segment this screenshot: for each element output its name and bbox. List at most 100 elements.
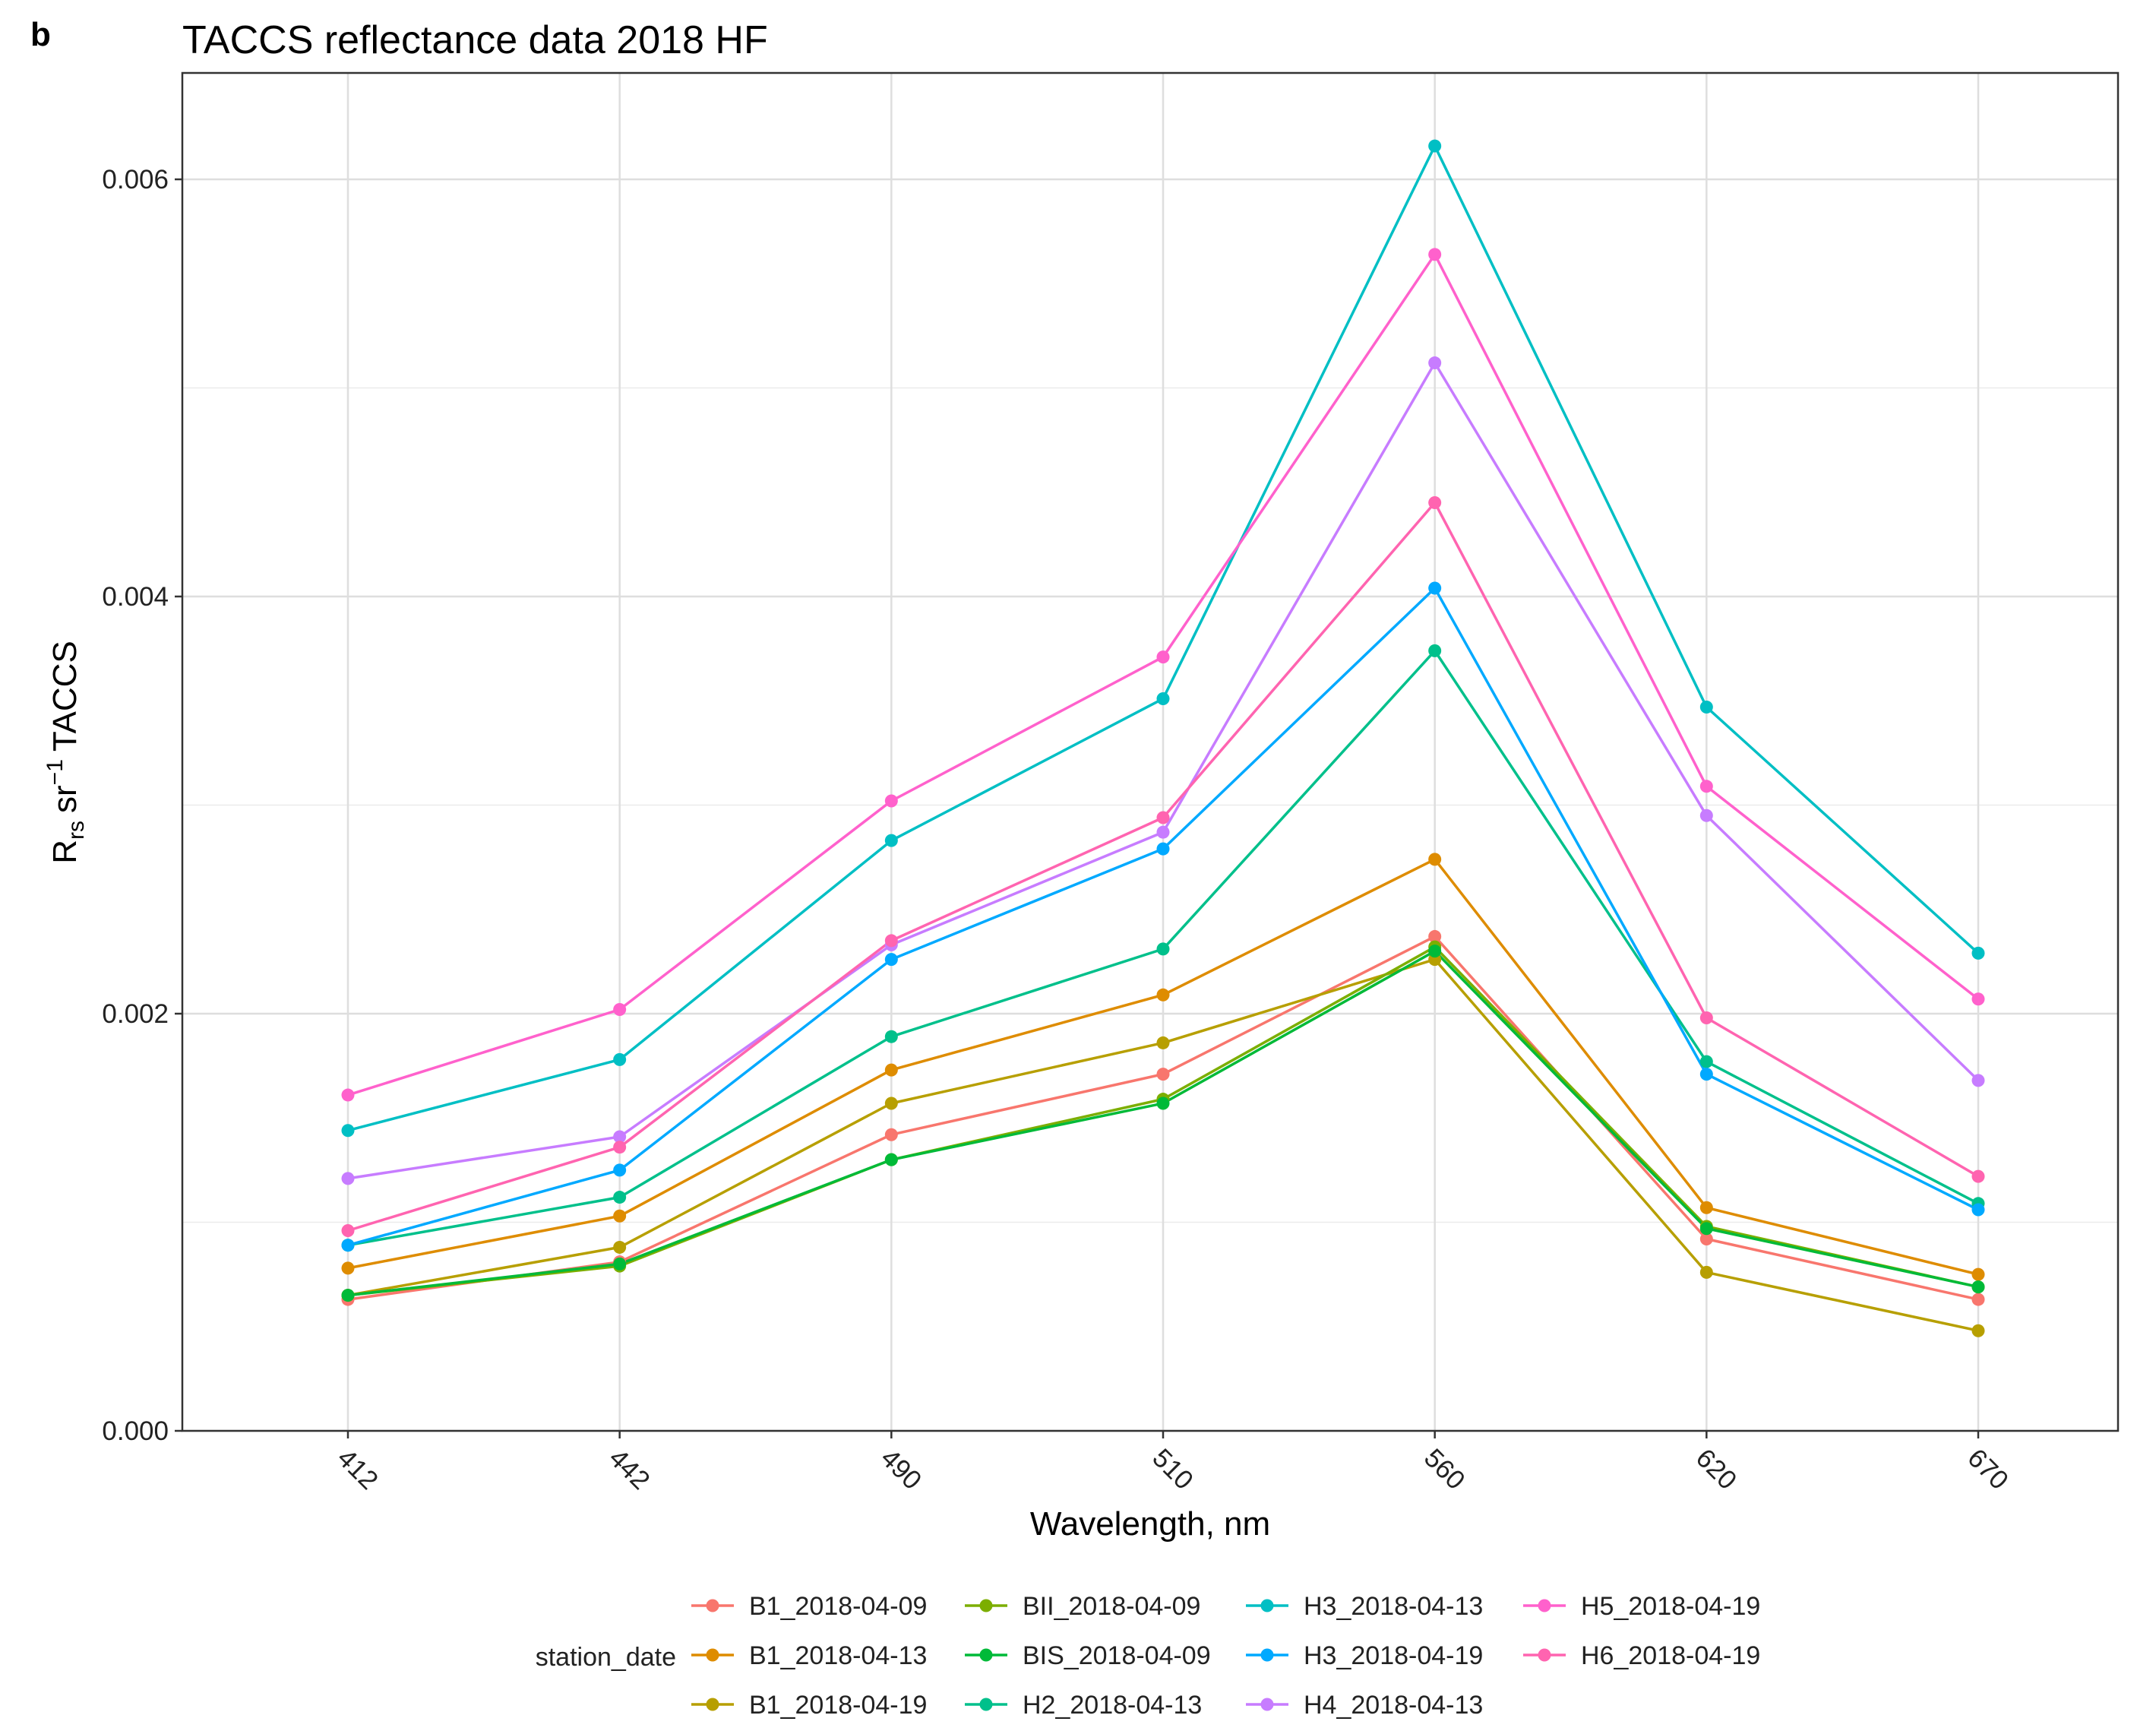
data-point-H5_2018-04-19-442 bbox=[613, 1003, 627, 1017]
data-point-B1_2018-04-09-670 bbox=[1971, 1293, 1985, 1306]
data-point-H3_2018-04-19-442 bbox=[613, 1163, 627, 1177]
data-point-B1_2018-04-13-510 bbox=[1156, 988, 1170, 1002]
legend-key-point bbox=[979, 1599, 993, 1612]
data-point-BIS_2018-04-09-412 bbox=[341, 1289, 355, 1302]
data-point-B1_2018-04-19-510 bbox=[1156, 1036, 1170, 1049]
legend-key-point bbox=[706, 1648, 719, 1662]
y-axis-title-suffix: TACCS bbox=[46, 641, 84, 752]
data-point-H5_2018-04-19-490 bbox=[884, 794, 898, 808]
data-point-B1_2018-04-13-620 bbox=[1699, 1201, 1713, 1214]
legend-label-BIS_2018-04-09: BIS_2018-04-09 bbox=[1023, 1641, 1211, 1670]
data-point-B1_2018-04-13-670 bbox=[1971, 1267, 1985, 1281]
data-point-H3_2018-04-19-560 bbox=[1428, 581, 1442, 595]
data-point-H2_2018-04-13-620 bbox=[1699, 1055, 1713, 1068]
y-axis-title-subscript: rs bbox=[64, 821, 89, 840]
data-point-BIS_2018-04-09-442 bbox=[613, 1257, 627, 1271]
data-point-H6_2018-04-19-620 bbox=[1699, 1011, 1713, 1024]
legend-key-point bbox=[979, 1698, 993, 1711]
legend-key-point bbox=[1260, 1698, 1274, 1711]
x-axis: 412 442 490 510 560 620 670 bbox=[331, 1431, 2014, 1495]
y-axis-title-superscript: −1 bbox=[43, 759, 68, 785]
legend-label-B1_2018-04-09: B1_2018-04-09 bbox=[749, 1592, 927, 1621]
legend-label-H4_2018-04-13: H4_2018-04-13 bbox=[1304, 1691, 1483, 1720]
data-point-B1_2018-04-09-490 bbox=[884, 1128, 898, 1141]
x-tick-label: 620 bbox=[1690, 1443, 1743, 1495]
data-point-B1_2018-04-13-560 bbox=[1428, 853, 1442, 866]
data-point-H4_2018-04-13-670 bbox=[1971, 1074, 1985, 1087]
data-point-H6_2018-04-19-412 bbox=[341, 1223, 355, 1237]
legend-key-point bbox=[1538, 1648, 1551, 1662]
data-point-H3_2018-04-13-670 bbox=[1971, 946, 1985, 960]
x-tick-label: 412 bbox=[331, 1443, 384, 1495]
x-tick-label: 670 bbox=[1962, 1443, 2014, 1495]
data-point-H4_2018-04-13-510 bbox=[1156, 825, 1170, 839]
data-point-BIS_2018-04-09-670 bbox=[1971, 1280, 1985, 1294]
data-point-BIS_2018-04-09-560 bbox=[1428, 945, 1442, 958]
data-point-B1_2018-04-09-560 bbox=[1428, 929, 1442, 943]
data-point-H2_2018-04-13-560 bbox=[1428, 644, 1442, 657]
data-point-H4_2018-04-13-442 bbox=[613, 1130, 627, 1144]
legend: station_date B1_2018-04-09 B1_2018-04-13 B… bbox=[536, 1592, 1761, 1720]
data-point-H3_2018-04-13-560 bbox=[1428, 139, 1442, 153]
data-point-H6_2018-04-19-442 bbox=[613, 1141, 627, 1154]
data-point-B1_2018-04-13-490 bbox=[884, 1063, 898, 1077]
y-axis-title: Rrs sr−1 TACCS bbox=[43, 641, 89, 864]
data-point-H6_2018-04-19-490 bbox=[884, 934, 898, 948]
data-point-B1_2018-04-13-412 bbox=[341, 1261, 355, 1275]
data-point-H3_2018-04-13-412 bbox=[341, 1124, 355, 1138]
legend-key-point bbox=[1260, 1648, 1274, 1662]
data-point-BIS_2018-04-09-490 bbox=[884, 1153, 898, 1166]
y-tick-label: 0.000 bbox=[102, 1416, 169, 1446]
legend-title: station_date bbox=[536, 1643, 676, 1672]
legend-label-BII_2018-04-09: BII_2018-04-09 bbox=[1023, 1592, 1200, 1621]
legend-key-point bbox=[1538, 1599, 1551, 1612]
data-point-BIS_2018-04-09-620 bbox=[1699, 1222, 1713, 1236]
data-point-H3_2018-04-13-620 bbox=[1699, 700, 1713, 714]
chart-title: TACCS reflectance data 2018 HF bbox=[182, 18, 768, 62]
y-axis-title-unit: sr bbox=[46, 785, 84, 813]
data-point-B1_2018-04-13-442 bbox=[613, 1209, 627, 1223]
x-axis-title: Wavelength, nm bbox=[1030, 1505, 1270, 1543]
data-point-H5_2018-04-19-620 bbox=[1699, 780, 1713, 793]
data-point-B1_2018-04-09-620 bbox=[1699, 1232, 1713, 1245]
data-point-B1_2018-04-19-670 bbox=[1971, 1324, 1985, 1337]
data-point-H5_2018-04-19-510 bbox=[1156, 650, 1170, 664]
panel-letter: b bbox=[30, 16, 51, 53]
legend-label-B1_2018-04-13: B1_2018-04-13 bbox=[749, 1641, 927, 1670]
data-point-H5_2018-04-19-670 bbox=[1971, 992, 1985, 1006]
data-point-H3_2018-04-13-510 bbox=[1156, 692, 1170, 706]
legend-key-point bbox=[706, 1698, 719, 1711]
x-tick-label: 510 bbox=[1146, 1443, 1199, 1495]
legend-key-point bbox=[979, 1648, 993, 1662]
legend-label-H5_2018-04-19: H5_2018-04-19 bbox=[1581, 1592, 1760, 1621]
data-point-H3_2018-04-13-442 bbox=[613, 1052, 627, 1066]
data-point-H3_2018-04-19-670 bbox=[1971, 1203, 1985, 1217]
data-point-H2_2018-04-13-442 bbox=[613, 1191, 627, 1204]
data-point-H5_2018-04-19-412 bbox=[341, 1088, 355, 1102]
gridlines bbox=[182, 73, 2118, 1432]
data-point-B1_2018-04-09-510 bbox=[1156, 1068, 1170, 1081]
legend-key-point bbox=[706, 1599, 719, 1612]
data-point-H2_2018-04-13-510 bbox=[1156, 942, 1170, 956]
legend-label-B1_2018-04-19: B1_2018-04-19 bbox=[749, 1691, 927, 1720]
plot-panel-border bbox=[181, 71, 2120, 1432]
y-tick-label: 0.004 bbox=[102, 582, 169, 612]
data-point-H6_2018-04-19-510 bbox=[1156, 811, 1170, 824]
legend-key-point bbox=[1260, 1599, 1274, 1612]
data-point-B1_2018-04-19-620 bbox=[1699, 1265, 1713, 1279]
data-point-H4_2018-04-13-620 bbox=[1699, 809, 1713, 822]
data-point-H6_2018-04-19-670 bbox=[1971, 1169, 1985, 1183]
data-point-H3_2018-04-19-412 bbox=[341, 1239, 355, 1252]
data-point-H3_2018-04-13-490 bbox=[884, 834, 898, 847]
data-point-H6_2018-04-19-560 bbox=[1428, 495, 1442, 509]
legend-label-H2_2018-04-13: H2_2018-04-13 bbox=[1023, 1691, 1202, 1720]
legend-label-H6_2018-04-19: H6_2018-04-19 bbox=[1581, 1641, 1760, 1670]
data-point-B1_2018-04-19-442 bbox=[613, 1240, 627, 1254]
data-point-B1_2018-04-19-490 bbox=[884, 1097, 898, 1110]
legend-label-H3_2018-04-19: H3_2018-04-19 bbox=[1304, 1641, 1483, 1670]
data-point-H5_2018-04-19-560 bbox=[1428, 248, 1442, 261]
legend-label-H3_2018-04-13: H3_2018-04-13 bbox=[1304, 1592, 1483, 1621]
x-tick-label: 490 bbox=[875, 1443, 928, 1495]
data-point-H3_2018-04-19-620 bbox=[1699, 1068, 1713, 1081]
